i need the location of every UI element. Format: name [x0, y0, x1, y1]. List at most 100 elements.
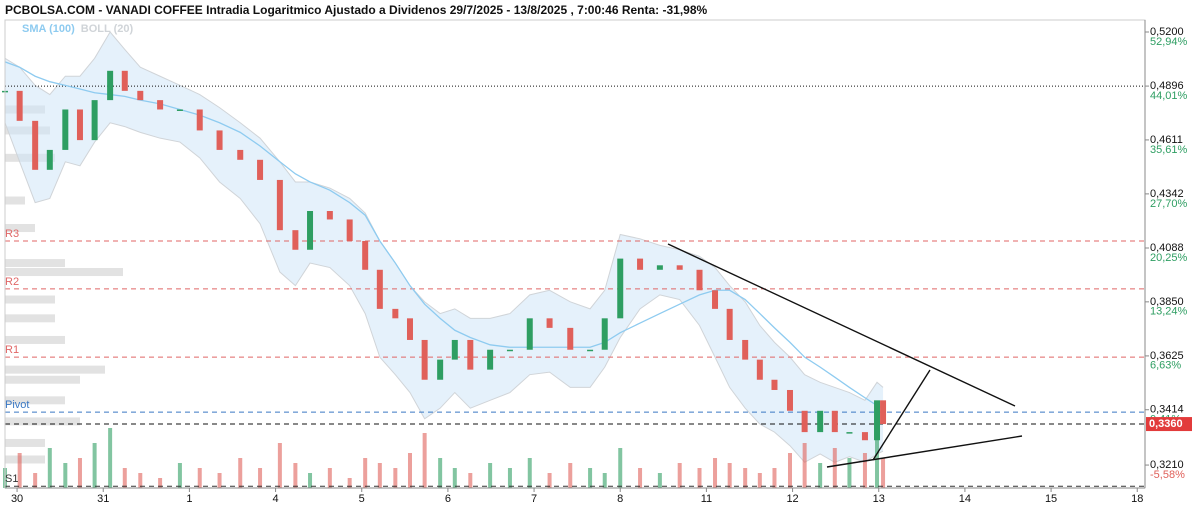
candle — [831, 410, 838, 433]
candle — [176, 109, 183, 111]
candle — [276, 179, 283, 231]
volume-bar — [393, 468, 398, 488]
y2-tick-label: 27,70% — [1150, 198, 1188, 210]
volume-bar — [847, 458, 852, 488]
volume-bar — [327, 468, 332, 488]
candle — [16, 90, 23, 121]
x-tick-label: 13 — [873, 493, 885, 505]
y2-tick-label: 44,01% — [1150, 90, 1188, 102]
candle — [696, 269, 703, 291]
candle — [62, 109, 69, 150]
candle — [76, 109, 83, 141]
volume-bar — [33, 473, 38, 488]
candle — [786, 389, 793, 411]
volume-bar — [122, 468, 127, 488]
volume-bar — [17, 453, 22, 488]
volume-bar — [787, 453, 792, 488]
volume-bar — [108, 428, 113, 488]
candle — [121, 70, 128, 91]
y-tick-label: 0,3210 — [1150, 459, 1184, 471]
volume-bar — [63, 463, 68, 488]
candle — [157, 100, 164, 110]
candle — [346, 219, 353, 241]
candle — [437, 359, 444, 380]
candle — [756, 359, 763, 380]
y-tick-label: 0,4611 — [1150, 134, 1183, 146]
volume-profile-bar — [5, 314, 55, 323]
candle — [742, 339, 749, 360]
volume-bar — [832, 448, 837, 488]
volume-bar — [77, 458, 82, 488]
candle — [726, 308, 733, 340]
candle — [676, 265, 683, 270]
candle — [451, 339, 458, 360]
volume-bar — [618, 448, 623, 488]
candle — [376, 269, 383, 309]
x-tick-label: 31 — [97, 493, 109, 505]
level-label: R2 — [5, 276, 19, 288]
volume-bar — [875, 428, 880, 488]
volume-bar — [713, 458, 718, 488]
candle — [874, 400, 881, 441]
level-label: R1 — [5, 344, 19, 356]
candle — [817, 410, 824, 433]
volume-profile-bar — [5, 375, 80, 384]
volume-bar — [438, 458, 443, 488]
candle — [846, 432, 853, 434]
volume-profile-bar — [5, 295, 55, 304]
volume-profile-bar — [5, 335, 65, 344]
candle — [861, 432, 868, 441]
volume-bar — [407, 453, 412, 488]
volume-profile-bar — [5, 417, 80, 426]
volume-bar — [217, 473, 222, 488]
volume-profile-bar — [5, 455, 45, 464]
volume-bar — [158, 478, 163, 488]
volume-bar — [727, 463, 732, 488]
candle — [526, 318, 533, 350]
last-price-box — [1146, 417, 1192, 432]
x-tick-label: 14 — [959, 493, 971, 505]
volume-bar — [588, 468, 593, 488]
y2-tick-label: 6,63% — [1150, 360, 1181, 372]
volume-bar — [862, 453, 867, 488]
candle — [601, 318, 608, 350]
chart-title: PCBOLSA.COM - VANADI COFFEE Intradia Log… — [5, 3, 708, 17]
level-label: Pivot — [5, 399, 29, 411]
volume-bar — [92, 443, 97, 488]
legend-entry: SMA (100) — [22, 23, 75, 35]
candle — [216, 130, 223, 150]
candle — [91, 100, 98, 141]
candle — [326, 211, 333, 220]
volume-bar — [638, 468, 643, 488]
candle — [546, 318, 553, 328]
volume-bar — [293, 463, 298, 488]
volume-bar — [197, 468, 202, 488]
x-tick-label: 18 — [1131, 493, 1143, 505]
candle — [587, 349, 594, 352]
volume-bar — [677, 463, 682, 488]
candle — [487, 349, 494, 370]
volume-bar — [238, 458, 243, 488]
candle — [771, 379, 778, 390]
volume-profile-bar — [5, 259, 65, 268]
volume-bar — [818, 463, 823, 488]
volume-bar — [772, 468, 777, 488]
volume-bar — [743, 468, 748, 488]
candle — [617, 258, 624, 319]
level-label: S1 — [5, 473, 18, 485]
volume-profile-bar — [5, 396, 65, 405]
y2-tick-label: 35,61% — [1150, 144, 1188, 156]
volume-bar — [347, 478, 352, 488]
volume-profile-bar — [5, 196, 25, 205]
y-tick-label: 0,4342 — [1150, 188, 1184, 200]
candle — [506, 349, 513, 352]
candle — [107, 70, 114, 101]
volume-bar — [363, 458, 368, 488]
volume-bar — [488, 463, 493, 488]
volume-bar — [602, 473, 607, 488]
x-tick-label: 15 — [1045, 493, 1057, 505]
y-tick-label: 0,4088 — [1150, 242, 1184, 254]
trendline — [667, 243, 1016, 407]
